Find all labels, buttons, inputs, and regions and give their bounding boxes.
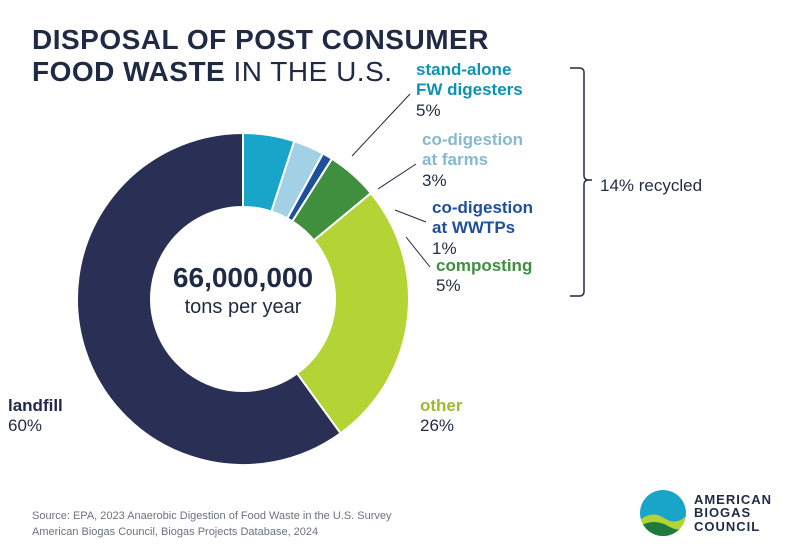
- label-other: other26%: [420, 396, 463, 437]
- label-text-wwtps: co-digestionat WWTPs: [432, 198, 533, 239]
- title-line2-rest: IN THE U.S.: [225, 56, 392, 87]
- center-value: 66,000,000: [76, 262, 410, 294]
- label-text-farms: co-digestionat farms: [422, 130, 523, 171]
- brand-logo: AMERICAN BIOGAS COUNCIL: [640, 490, 772, 536]
- label-pct-digesters: 5%: [416, 101, 441, 120]
- logo-text: AMERICAN BIOGAS COUNCIL: [694, 493, 772, 534]
- label-pct-composting: 5%: [436, 276, 461, 295]
- label-farms: co-digestionat farms3%: [422, 130, 523, 191]
- bracket-label: 14% recycled: [600, 176, 702, 196]
- title-line2-bold: FOOD WASTE: [32, 56, 225, 87]
- center-unit: tons per year: [76, 296, 410, 319]
- source-line1: Source: EPA, 2023 Anaerobic Digestion of…: [32, 509, 392, 524]
- logo-line3: COUNCIL: [694, 520, 772, 534]
- label-text-landfill: landfill: [8, 396, 63, 416]
- label-wwtps: co-digestionat WWTPs1%: [432, 198, 533, 259]
- label-landfill: landfill60%: [8, 396, 63, 437]
- logo-icon: [640, 490, 686, 536]
- label-pct-landfill: 60%: [8, 416, 42, 435]
- logo-line2: BIOGAS: [694, 506, 772, 520]
- logo-line1: AMERICAN: [694, 493, 772, 507]
- label-text-composting: composting: [436, 256, 532, 276]
- label-digesters: stand-aloneFW digesters5%: [416, 60, 523, 121]
- label-pct-other: 26%: [420, 416, 454, 435]
- bracket: [570, 68, 592, 296]
- source-line2: American Biogas Council, Biogas Projects…: [32, 525, 392, 540]
- title-line1: DISPOSAL OF POST CONSUMER: [32, 24, 489, 56]
- label-pct-wwtps: 1%: [432, 239, 457, 258]
- label-text-other: other: [420, 396, 463, 416]
- label-composting: composting5%: [436, 256, 532, 297]
- label-text-digesters: stand-aloneFW digesters: [416, 60, 523, 101]
- source-text: Source: EPA, 2023 Anaerobic Digestion of…: [32, 509, 392, 540]
- label-pct-farms: 3%: [422, 171, 447, 190]
- center-label: 66,000,000 tons per year: [76, 262, 410, 319]
